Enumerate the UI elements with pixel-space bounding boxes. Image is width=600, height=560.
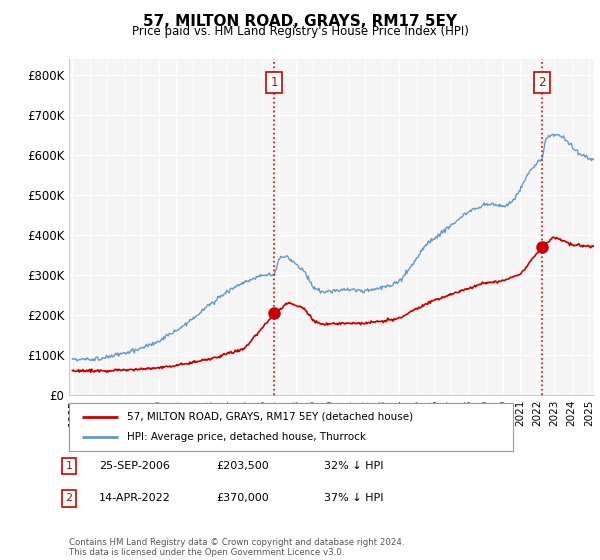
Text: 32% ↓ HPI: 32% ↓ HPI — [324, 461, 383, 471]
Text: 25-SEP-2006: 25-SEP-2006 — [99, 461, 170, 471]
Text: HPI: Average price, detached house, Thurrock: HPI: Average price, detached house, Thur… — [127, 432, 366, 442]
Text: 2: 2 — [538, 76, 546, 89]
Text: £203,500: £203,500 — [216, 461, 269, 471]
Text: 2: 2 — [65, 493, 73, 503]
Text: 14-APR-2022: 14-APR-2022 — [99, 493, 171, 503]
Text: 1: 1 — [65, 461, 73, 471]
Text: Price paid vs. HM Land Registry's House Price Index (HPI): Price paid vs. HM Land Registry's House … — [131, 25, 469, 38]
Text: Contains HM Land Registry data © Crown copyright and database right 2024.
This d: Contains HM Land Registry data © Crown c… — [69, 538, 404, 557]
Text: 1: 1 — [271, 76, 278, 89]
Text: 37% ↓ HPI: 37% ↓ HPI — [324, 493, 383, 503]
Text: 57, MILTON ROAD, GRAYS, RM17 5EY (detached house): 57, MILTON ROAD, GRAYS, RM17 5EY (detach… — [127, 412, 413, 422]
Text: £370,000: £370,000 — [216, 493, 269, 503]
Text: 57, MILTON ROAD, GRAYS, RM17 5EY: 57, MILTON ROAD, GRAYS, RM17 5EY — [143, 14, 457, 29]
